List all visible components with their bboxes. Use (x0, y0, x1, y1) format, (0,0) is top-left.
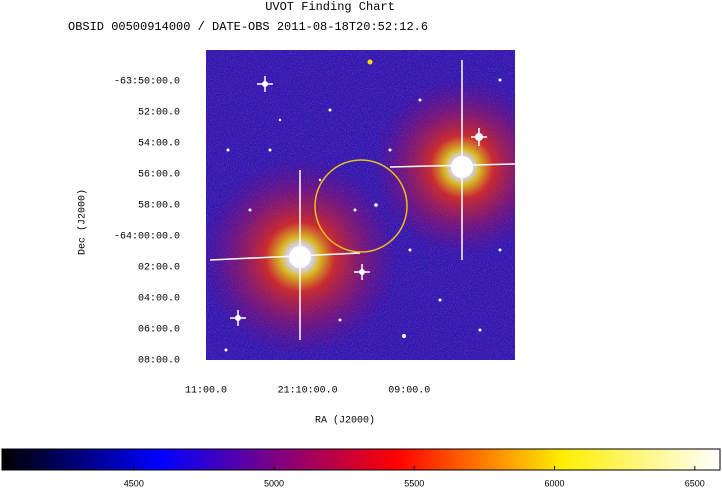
sky-image (206, 50, 515, 360)
x-tick-label: 11:00.0 (185, 386, 227, 397)
colorbar-tick-label: 6500 (685, 478, 705, 488)
colorbar-tick-label: 4500 (124, 478, 144, 488)
x-tick-label: 09:00.0 (388, 386, 430, 397)
y-tick-label: 06:00.0 (138, 325, 180, 336)
colorbar-tick-label: 5000 (264, 478, 284, 488)
y-axis-label: Dec (J2000) (77, 189, 89, 255)
y-tick-label: -63:50:00.0 (114, 77, 180, 88)
x-tick-label: 21:10:00.0 (278, 386, 338, 397)
colorbar-tick-label: 5500 (404, 478, 424, 488)
y-tick-label: 54:00.0 (138, 139, 180, 150)
chart-title: UVOT Finding Chart (265, 0, 395, 14)
y-tick-label: 04:00.0 (138, 294, 180, 305)
colorbar-tick-label: 6000 (545, 478, 565, 488)
y-tick-label: 52:00.0 (138, 108, 180, 119)
chart-subtitle: OBSID 00500914000 / DATE-OBS 2011-08-18T… (68, 20, 428, 34)
y-tick-label: 08:00.0 (138, 356, 180, 367)
source-region (314, 159, 408, 253)
y-tick-label: 58:00.0 (138, 201, 180, 212)
y-tick-label: 56:00.0 (138, 170, 180, 181)
colorbar (1, 448, 721, 471)
bright-star (372, 77, 515, 257)
y-tick-label: 02:00.0 (138, 263, 180, 274)
x-axis-label: RA (J2000) (315, 415, 375, 427)
stars (224, 59, 502, 352)
y-tick-label: -64:00:00.0 (114, 232, 180, 243)
